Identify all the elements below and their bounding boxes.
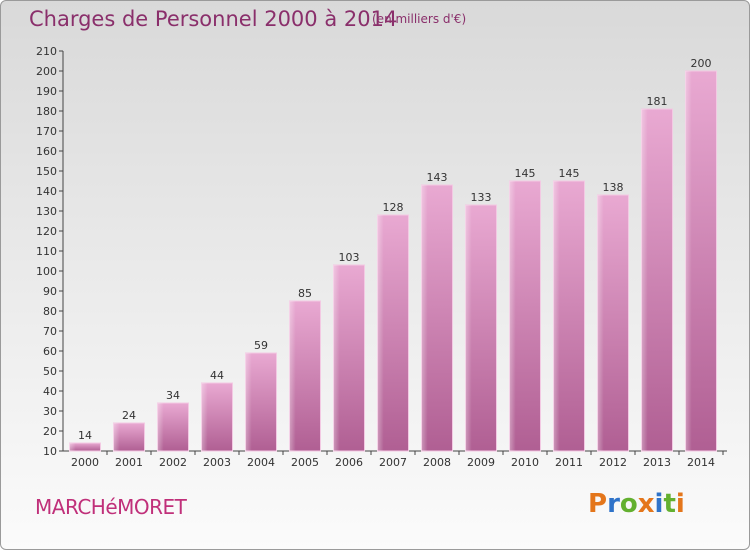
logo-letter: t	[663, 489, 676, 519]
bar-highlight	[69, 443, 101, 451]
x-tick-label: 2000	[71, 456, 99, 469]
chart-subtitle: (en milliers d'€)	[372, 12, 467, 26]
x-tick-label: 2014	[687, 456, 715, 469]
bar-highlight	[201, 383, 233, 451]
proxiti-logo: Proxiti	[588, 489, 685, 519]
y-tick-label: 100	[36, 265, 57, 278]
logo-letter: i	[654, 489, 664, 519]
y-tick-label: 120	[36, 225, 57, 238]
logo-letter: o	[619, 489, 638, 519]
bar-highlight	[509, 181, 541, 451]
bar-value-label: 85	[298, 287, 312, 300]
bar-highlight	[597, 195, 629, 451]
x-tick-label: 2006	[335, 456, 363, 469]
y-tick-label: 190	[36, 85, 57, 98]
bar-highlight	[113, 423, 145, 451]
bar-value-label: 103	[339, 251, 360, 264]
y-tick-label: 10	[43, 445, 57, 458]
y-tick-label: 130	[36, 205, 57, 218]
x-tick-label: 2002	[159, 456, 187, 469]
x-tick-label: 2007	[379, 456, 407, 469]
bar-value-label: 24	[122, 409, 136, 422]
logo-letter: i	[675, 489, 685, 519]
y-tick-label: 140	[36, 185, 57, 198]
bar-value-label: 138	[603, 181, 624, 194]
bar-highlight	[289, 301, 321, 451]
y-tick-label: 90	[43, 285, 57, 298]
bar-highlight	[333, 265, 365, 451]
x-tick-label: 2009	[467, 456, 495, 469]
bar-highlight	[465, 205, 497, 451]
chart-axes: 10 20 30 40 50 60 70 80 90 100 110 120 130 140 150 160 1…	[36, 45, 727, 469]
y-tick-label: 200	[36, 65, 57, 78]
y-tick-label: 150	[36, 165, 57, 178]
bar-highlight	[245, 353, 277, 451]
x-tick-label: 2011	[555, 456, 583, 469]
y-tick-label: 50	[43, 365, 57, 378]
y-tick-label: 40	[43, 385, 57, 398]
chart-title: Charges de Personnel 2000 à 2014	[29, 7, 398, 31]
y-tick-label: 20	[43, 425, 57, 438]
bar-value-label: 14	[78, 429, 92, 442]
bar-value-label: 145	[515, 167, 536, 180]
bar-value-label: 145	[559, 167, 580, 180]
x-tick-label: 2013	[643, 456, 671, 469]
bar-value-label: 133	[471, 191, 492, 204]
bar-value-label: 200	[691, 57, 712, 70]
y-tick-label: 160	[36, 145, 57, 158]
y-tick-label: 210	[36, 45, 57, 58]
chart-value-labels: 14 24 34 44 59 85 103 128 143 133 145 145 138 181 200	[78, 57, 712, 442]
y-tick-label: 30	[43, 405, 57, 418]
bar-value-label: 59	[254, 339, 268, 352]
x-tick-label: 2005	[291, 456, 319, 469]
y-tick-label: 60	[43, 345, 57, 358]
x-tick-label: 2004	[247, 456, 275, 469]
bar-highlight	[685, 71, 717, 451]
bar-highlight	[421, 185, 453, 451]
logo-letter: P	[588, 489, 608, 519]
bar-highlight	[641, 109, 673, 451]
logo-letter: x	[637, 489, 655, 519]
bar-value-label: 44	[210, 369, 224, 382]
y-tick-label: 70	[43, 325, 57, 338]
bar-highlight	[553, 181, 585, 451]
y-tick-label: 180	[36, 105, 57, 118]
chart-bars	[69, 70, 717, 452]
bar-value-label: 128	[383, 201, 404, 214]
y-tick-label: 170	[36, 125, 57, 138]
y-tick-label: 80	[43, 305, 57, 318]
commune-name: MARCHéMORET	[35, 495, 187, 519]
y-tick-label: 110	[36, 245, 57, 258]
x-tick-label: 2008	[423, 456, 451, 469]
x-tick-label: 2003	[203, 456, 231, 469]
bar-highlight	[157, 403, 189, 451]
bar-value-label: 181	[647, 95, 668, 108]
x-tick-label: 2010	[511, 456, 539, 469]
bar-highlight	[377, 215, 409, 451]
bar-value-label: 34	[166, 389, 180, 402]
logo-letter: r	[607, 489, 620, 519]
x-tick-label: 2012	[599, 456, 627, 469]
bar-value-label: 143	[427, 171, 448, 184]
x-tick-label: 2001	[115, 456, 143, 469]
